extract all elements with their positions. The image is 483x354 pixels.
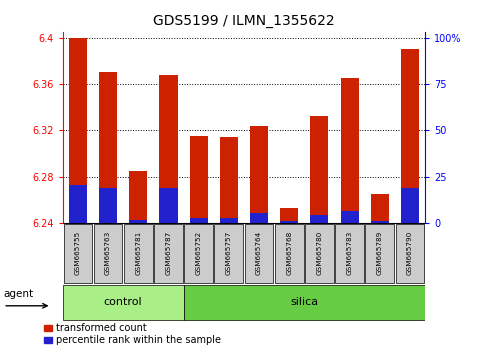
Text: GSM665783: GSM665783 xyxy=(347,231,353,275)
Text: GSM665752: GSM665752 xyxy=(196,231,201,275)
Bar xyxy=(366,224,394,282)
Bar xyxy=(189,136,208,223)
Bar xyxy=(154,224,183,282)
Bar xyxy=(159,75,178,223)
Text: GSM665763: GSM665763 xyxy=(105,231,111,275)
Bar xyxy=(159,188,178,223)
Bar xyxy=(99,188,117,223)
Bar xyxy=(63,285,184,320)
Legend: transformed count, percentile rank within the sample: transformed count, percentile rank withi… xyxy=(43,324,221,346)
Bar xyxy=(220,137,238,223)
Title: GDS5199 / ILMN_1355622: GDS5199 / ILMN_1355622 xyxy=(153,14,335,28)
Bar xyxy=(189,218,208,223)
Bar xyxy=(275,224,304,282)
Bar xyxy=(371,194,389,223)
Bar xyxy=(401,49,419,223)
Text: GSM665755: GSM665755 xyxy=(75,231,81,275)
Text: GSM665757: GSM665757 xyxy=(226,231,232,275)
Bar xyxy=(184,285,425,320)
Bar xyxy=(335,224,364,282)
Bar xyxy=(99,73,117,223)
Bar xyxy=(250,126,268,223)
Bar xyxy=(64,224,92,282)
Bar xyxy=(371,221,389,223)
Text: GSM665787: GSM665787 xyxy=(166,231,171,275)
Text: GSM665789: GSM665789 xyxy=(377,231,383,275)
Bar xyxy=(214,224,243,282)
Bar xyxy=(69,185,87,223)
Bar xyxy=(250,213,268,223)
Bar xyxy=(245,224,273,282)
Text: control: control xyxy=(104,297,142,307)
Bar xyxy=(305,224,334,282)
Bar xyxy=(401,188,419,223)
Text: GSM665781: GSM665781 xyxy=(135,231,141,275)
Bar xyxy=(280,221,298,223)
Bar xyxy=(341,211,358,223)
Bar xyxy=(396,224,425,282)
Bar xyxy=(124,224,153,282)
Text: GSM665780: GSM665780 xyxy=(316,231,322,275)
Bar xyxy=(129,171,147,223)
Text: silica: silica xyxy=(290,297,318,307)
Bar xyxy=(220,218,238,223)
Text: GSM665790: GSM665790 xyxy=(407,231,413,275)
Text: GSM665768: GSM665768 xyxy=(286,231,292,275)
Bar xyxy=(280,208,298,223)
Bar xyxy=(311,116,328,223)
Bar xyxy=(311,215,328,223)
Text: agent: agent xyxy=(3,289,33,299)
Bar xyxy=(185,224,213,282)
Bar xyxy=(94,224,123,282)
Bar xyxy=(341,78,358,223)
Bar xyxy=(129,219,147,223)
Text: GSM665764: GSM665764 xyxy=(256,231,262,275)
Bar xyxy=(69,38,87,223)
